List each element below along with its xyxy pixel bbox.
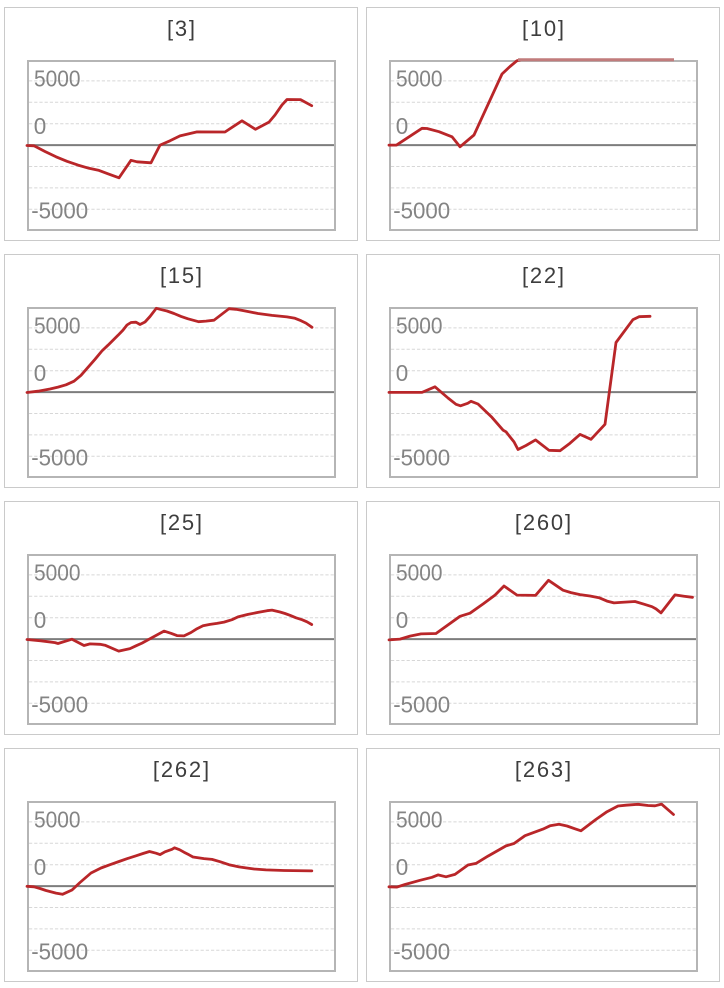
svg-text:0: 0 [34,360,47,386]
svg-text:-5000: -5000 [393,444,450,470]
svg-text:0: 0 [396,113,409,139]
svg-text:5000: 5000 [34,559,81,585]
svg-text:5000: 5000 [396,559,443,585]
svg-text:-5000: -5000 [393,938,450,964]
svg-text:-5000: -5000 [393,691,450,717]
svg-text:5000: 5000 [34,312,81,338]
svg-text:0: 0 [34,607,47,633]
svg-text:0: 0 [396,607,409,633]
svg-text:5000: 5000 [396,65,443,91]
svg-text:5000: 5000 [34,65,81,91]
svg-text:-5000: -5000 [31,197,88,223]
svg-text:0: 0 [396,360,409,386]
svg-text:5000: 5000 [396,312,443,338]
svg-text:5000: 5000 [34,806,81,832]
svg-text:-5000: -5000 [31,444,88,470]
svg-text:0: 0 [34,854,47,880]
svg-text:-5000: -5000 [31,938,88,964]
svg-text:0: 0 [34,113,47,139]
svg-text:-5000: -5000 [31,691,88,717]
svg-text:5000: 5000 [396,806,443,832]
svg-text:-5000: -5000 [393,197,450,223]
svg-text:0: 0 [396,854,409,880]
